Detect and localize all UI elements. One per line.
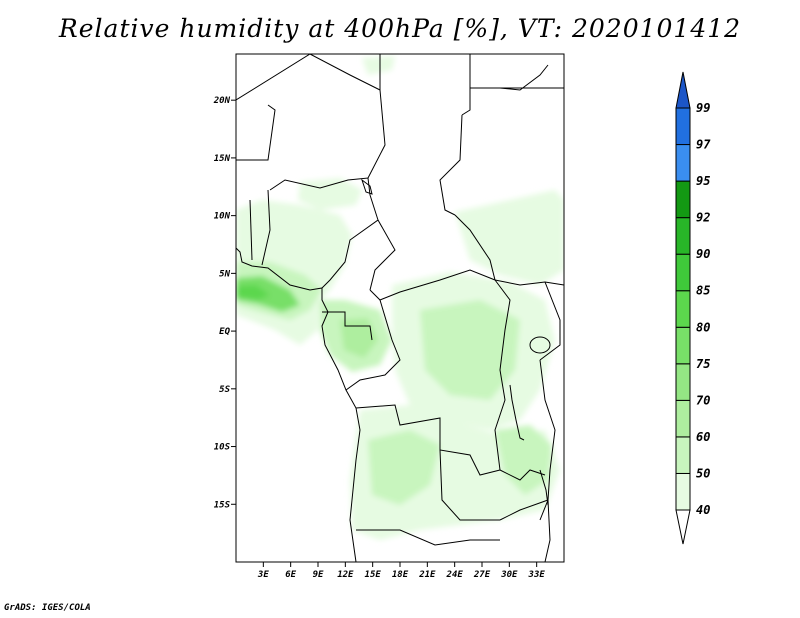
humidity-region-angola-core bbox=[368, 430, 440, 505]
humidity-region-sahel bbox=[298, 178, 362, 210]
border-chad-car bbox=[369, 219, 396, 291]
colorbar-label: 70 bbox=[696, 393, 710, 407]
border-car-congo bbox=[369, 269, 496, 301]
border-libya-sudan bbox=[461, 54, 471, 116]
border-niger-south bbox=[269, 177, 371, 196]
colorbar-upper-extension bbox=[675, 71, 691, 109]
lake-malawi bbox=[539, 469, 549, 506]
border-drc-angola bbox=[355, 404, 501, 476]
lon-tick-label: 9E bbox=[313, 570, 324, 580]
border-zambia-malawi bbox=[499, 469, 546, 481]
lon-tick-label: 12E bbox=[337, 570, 354, 580]
colorbar-swatch bbox=[675, 144, 691, 182]
lon-tick-label: 15E bbox=[365, 570, 382, 580]
colorbar: 40 50 60 70 75 80 85 90 92 95 97 99 bbox=[675, 71, 711, 545]
colorbar-label: 95 bbox=[696, 174, 710, 188]
colorbar-swatch bbox=[675, 290, 691, 328]
border-angola-zambia bbox=[439, 449, 500, 521]
colorbar-swatch bbox=[675, 326, 691, 365]
border-car-sudan bbox=[454, 214, 496, 281]
border-algeria-niger bbox=[309, 54, 381, 91]
border-congo-drc bbox=[345, 299, 401, 391]
lat-tick-label: 10N bbox=[214, 212, 231, 222]
border-nigeria-cameroon bbox=[321, 194, 379, 289]
border-mali-niger bbox=[236, 104, 276, 161]
humidity-region-car bbox=[455, 190, 564, 285]
colorbar-swatch bbox=[675, 472, 691, 511]
colorbar-swatch bbox=[675, 436, 691, 474]
grads-credit: GrADS: IGES/COLA bbox=[4, 603, 91, 613]
lon-tick-label: 24E bbox=[446, 570, 464, 580]
border-tanzania bbox=[539, 359, 556, 521]
border-mali-algeria bbox=[236, 54, 311, 101]
colorbar-label: 80 bbox=[696, 320, 710, 334]
coastline-red-sea bbox=[499, 64, 549, 91]
colorbar-label: 40 bbox=[696, 503, 710, 517]
lon-tick-label: 21E bbox=[418, 570, 436, 580]
lon-tick-label: 33E bbox=[528, 570, 546, 580]
colorbar-swatch bbox=[675, 107, 691, 146]
colorbar-swatch bbox=[675, 363, 691, 401]
lat-tick-label: 10S bbox=[214, 443, 231, 453]
colorbar-swatch bbox=[675, 253, 691, 292]
country-borders bbox=[236, 54, 564, 562]
lon-tick-label: 30E bbox=[500, 570, 518, 580]
humidity-field bbox=[236, 56, 564, 540]
lake-chad bbox=[361, 178, 373, 195]
latitude-axis: 20N 15N 10N 5N EQ 5S 10S 15S bbox=[213, 96, 236, 510]
border-south-sudan bbox=[494, 279, 564, 286]
border-benin-togo bbox=[261, 189, 271, 266]
longitude-axis: 3E 6E 9E 12E 15E 18E 21E 24E 27E 30E 33E bbox=[257, 562, 545, 580]
humidity-region-tanzania bbox=[495, 425, 552, 495]
lon-tick-label: 27E bbox=[473, 570, 491, 580]
lat-tick-label: 15N bbox=[214, 154, 231, 164]
colorbar-label: 97 bbox=[696, 138, 711, 152]
colorbar-lower-extension bbox=[675, 509, 691, 545]
colorbar-label: 50 bbox=[696, 466, 710, 480]
colorbar-label: 90 bbox=[696, 247, 710, 261]
humidity-region-congo-core bbox=[420, 300, 520, 400]
colorbar-label: 92 bbox=[696, 211, 710, 225]
lon-tick-label: 3E bbox=[257, 570, 269, 580]
colorbar-swatch bbox=[675, 180, 691, 219]
lake-tanganyika bbox=[509, 384, 525, 441]
map-title: Relative humidity at 400hPa [%], VT: 202… bbox=[58, 14, 742, 43]
lat-tick-label: 20N bbox=[213, 96, 231, 106]
border-niger-chad bbox=[367, 89, 386, 179]
lat-tick-label: 15S bbox=[214, 500, 231, 510]
lat-tick-label: 5S bbox=[219, 385, 230, 395]
border-mozambique bbox=[499, 499, 551, 562]
border-namibia bbox=[356, 529, 500, 546]
colorbar-label: 75 bbox=[696, 357, 710, 371]
colorbar-label: 60 bbox=[696, 430, 710, 444]
coastline-west bbox=[236, 247, 361, 562]
humidity-region-gabon-core bbox=[340, 318, 378, 358]
humidity-region-guinea-peak bbox=[236, 285, 270, 300]
border-drc-east bbox=[494, 279, 511, 471]
colorbar-swatch bbox=[675, 217, 691, 255]
lon-tick-label: 6E bbox=[285, 570, 296, 580]
humidity-region-north bbox=[362, 56, 395, 75]
border-chad-sudan bbox=[439, 114, 463, 216]
lake-victoria bbox=[529, 336, 551, 354]
colorbar-label: 99 bbox=[696, 101, 710, 115]
colorbar-swatch bbox=[675, 399, 691, 438]
lat-tick-label: 5N bbox=[219, 269, 230, 279]
lon-tick-label: 18E bbox=[392, 570, 409, 580]
border-uganda-kenya bbox=[539, 281, 561, 361]
border-ghana bbox=[249, 199, 253, 261]
colorbar-label: 85 bbox=[696, 284, 710, 298]
lat-tick-label: EQ bbox=[219, 327, 230, 337]
border-cameroon-gabon bbox=[322, 311, 373, 341]
